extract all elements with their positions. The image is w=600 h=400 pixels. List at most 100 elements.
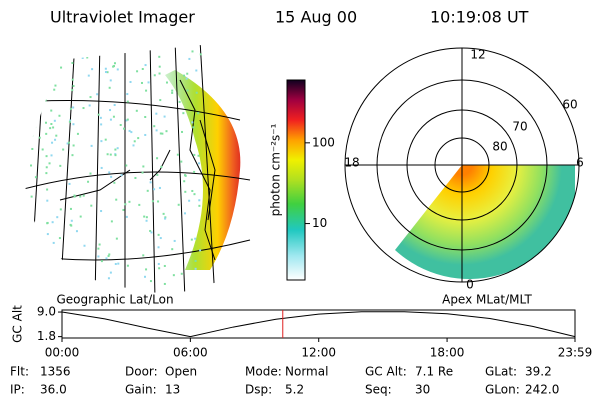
speckle [106,71,109,74]
speckle [184,212,187,215]
speckle [382,223,384,225]
speckle [198,199,201,202]
lat-label: 70 [512,120,527,134]
speckle [113,181,116,184]
speckle [156,173,159,176]
speckle [108,171,111,174]
speckle [113,62,116,65]
speckle [371,215,373,217]
speckle [143,215,146,218]
speckle [176,153,179,156]
speckle [76,132,79,135]
speckle [117,262,120,265]
speckle [197,112,200,115]
speckle [45,155,48,158]
speckle [71,61,74,64]
speckle [155,129,158,132]
speckle [194,267,197,270]
aurora-oval [395,165,575,280]
speckle [165,81,168,84]
speckle [398,209,400,211]
colorbar [286,79,306,281]
mlt-label: 6 [576,156,584,170]
speckle [191,189,194,192]
speckle [109,79,112,82]
speckle [153,74,156,77]
speckle [72,144,75,147]
speckle [58,114,61,117]
speckle [186,89,189,92]
speckle [157,200,160,203]
speckle [384,224,386,226]
x-tick-label: 06:00 [173,346,208,360]
speckle [159,237,162,240]
speckle [371,236,373,238]
speckle [195,91,198,94]
speckle [83,244,86,247]
speckle [70,219,73,222]
speckle [145,268,148,271]
speckle [109,118,112,121]
speckle [164,217,167,220]
speckle [134,176,137,179]
speckle [162,212,165,215]
speckle [109,271,112,274]
speckle [45,121,48,124]
speckle [142,165,145,168]
speckle [39,110,42,113]
speckle [373,229,375,231]
speckle [141,171,144,174]
info-value: 13 [165,383,180,397]
speckle [104,67,107,70]
speckle [52,241,55,244]
speckle [420,210,422,212]
speckle [172,274,175,277]
speckle [163,115,166,118]
speckle [48,162,51,165]
speckle [161,132,164,135]
speckle [361,219,363,221]
speckle [88,279,91,282]
speckle [151,200,154,203]
speckle [34,99,37,102]
speckle [146,189,149,192]
speckle [73,194,76,197]
info-value: 5.2 [285,383,304,397]
speckle [45,172,48,175]
info-label: Mode: [245,365,282,379]
speckle [171,248,174,251]
mlt-label: 18 [344,156,359,170]
speckle [140,81,143,84]
speckle [133,140,136,143]
info-label: IP: [10,383,25,397]
time: 10:19:08 UT [430,8,529,27]
speckle [402,208,404,210]
speckle [157,262,160,265]
speckle [188,57,191,60]
speckle [107,254,110,257]
info-value: 36.0 [40,383,67,397]
speckle [463,279,465,281]
caption: Apex MLat/MLT [442,293,532,307]
speckle [43,54,46,57]
speckle [50,109,53,112]
speckle [193,193,196,196]
speckle [155,112,158,115]
speckle [38,270,41,273]
speckle [55,134,58,137]
speckle [137,137,140,140]
speckle [30,195,33,198]
info-label: Seq: [365,383,392,397]
speckle [184,190,187,193]
speckle [115,198,118,201]
speckle [171,89,174,92]
speckle [44,88,47,91]
speckle [485,280,487,282]
speckle [182,112,185,115]
speckle [156,157,159,160]
speckle [108,253,111,256]
speckle [59,208,62,211]
speckle [51,221,54,224]
speckle [54,84,57,87]
